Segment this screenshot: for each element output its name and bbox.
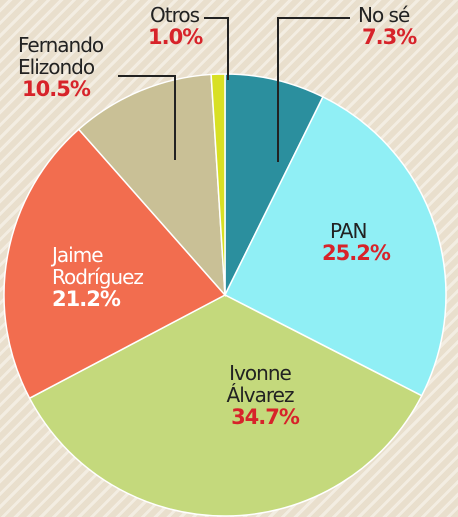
value-label: 34.7% (231, 405, 300, 429)
pie-slice (3, 128, 227, 400)
pie-slice (77, 73, 226, 298)
value-label: 25.2% (322, 241, 391, 265)
value-label: 21.2% (52, 287, 121, 311)
leader-line (277, 17, 350, 162)
slice-label: Jaime Rodríguez (50, 243, 143, 289)
slice-label: Fernando Elizondo (18, 33, 104, 79)
value-label: 10.5% (22, 77, 91, 101)
value-label: 1.0% (148, 25, 203, 49)
leader-line (204, 17, 229, 80)
slice-label: No sé (358, 3, 410, 27)
pie-slice (223, 95, 447, 397)
slice-label: Otros (150, 3, 200, 27)
pie-slice (224, 73, 324, 296)
leader-line (118, 75, 176, 160)
slice-label: Ivonne Álvarez (227, 361, 294, 407)
value-label: 7.3% (362, 25, 417, 49)
pie-slice (28, 294, 423, 517)
slice-label: PAN (330, 219, 366, 243)
pie-slice (210, 73, 226, 296)
